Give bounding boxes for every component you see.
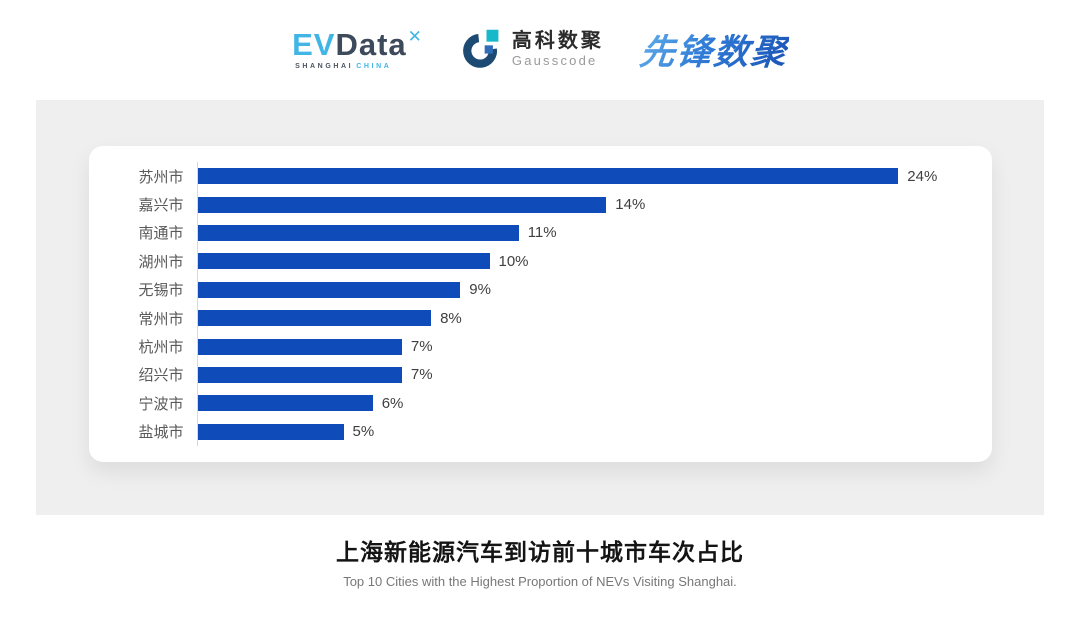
category-label: 湖州市 xyxy=(138,253,184,271)
bar-track: 6% xyxy=(196,389,992,418)
value-label: 6% xyxy=(381,394,404,412)
evdata-subtitle-shanghai: SHANGHAI xyxy=(295,62,354,70)
bar xyxy=(197,310,432,327)
bar xyxy=(197,281,461,298)
bar-row: 常州市 8% xyxy=(89,303,992,333)
category-label: 杭州市 xyxy=(138,339,184,357)
evdata-data-text: Data xyxy=(335,26,407,62)
value-label: 11% xyxy=(527,224,557,242)
category-label: 宁波市 xyxy=(138,395,184,413)
category-label: 嘉兴市 xyxy=(138,197,184,215)
value-label: 5% xyxy=(352,423,375,441)
bar-track: 7% xyxy=(196,332,992,361)
bar xyxy=(197,196,607,213)
bar-track: 5% xyxy=(196,417,992,446)
bar-track: 8% xyxy=(196,303,992,333)
gausscode-wordmark: 高科数聚 Gausscode xyxy=(511,29,604,68)
chart-title: 上海新能源汽车到访前十城市车次占比 xyxy=(336,539,744,565)
chart-subtitle: Top 10 Cities with the Highest Proportio… xyxy=(343,574,737,589)
bar-chart: 苏州市 24% 嘉兴市 14% 南通市 11% 湖州市 10% 无锡市 9% 常州市 8% 杭州市 7% 绍… xyxy=(89,146,992,462)
bar-track: 24% xyxy=(196,162,992,191)
gausscode-logo: 高科数聚 Gausscode xyxy=(459,27,604,71)
value-label: 14% xyxy=(615,196,646,214)
logo-bar: EVData✕ SHANGHAI CHINA 高科数聚 Gausscode 先锋数… xyxy=(0,18,1080,80)
bar-row: 湖州市 10% xyxy=(89,247,992,276)
category-label: 常州市 xyxy=(138,310,184,328)
bar-track: 11% xyxy=(196,218,992,248)
bar-track: 9% xyxy=(196,275,992,304)
bar-track: 14% xyxy=(196,190,992,219)
gausscode-chinese-name: 高科数聚 xyxy=(511,29,604,52)
x-mark-icon: ✕ xyxy=(407,26,423,46)
value-label: 7% xyxy=(410,338,433,356)
bar xyxy=(197,224,519,241)
evdata-subtitle: SHANGHAI CHINA xyxy=(295,63,391,70)
value-label: 10% xyxy=(498,252,529,270)
category-label: 南通市 xyxy=(138,225,184,243)
gausscode-english-name: Gausscode xyxy=(511,52,598,68)
bar xyxy=(197,253,490,270)
chart-panel: 苏州市 24% 嘉兴市 14% 南通市 11% 湖州市 10% 无锡市 9% 常州市 8% 杭州市 7% 绍… xyxy=(36,100,1044,515)
bar xyxy=(197,366,402,383)
bar-row: 盐城市 5% xyxy=(89,417,992,446)
evdata-logo: EVData✕ SHANGHAI CHINA xyxy=(292,26,423,70)
bar-track: 10% xyxy=(196,247,992,276)
bar-row: 宁波市 6% xyxy=(89,389,992,418)
caption: 上海新能源汽车到访前十城市车次占比 Top 10 Cities with the… xyxy=(0,533,1080,589)
chart-card: 苏州市 24% 嘉兴市 14% 南通市 11% 湖州市 10% 无锡市 9% 常州市 8% 杭州市 7% 绍… xyxy=(88,146,992,462)
bar-row: 苏州市 24% xyxy=(89,162,992,191)
value-label: 24% xyxy=(907,167,938,185)
bar xyxy=(197,338,402,355)
value-label: 8% xyxy=(440,309,462,327)
pioneer-logo: 先锋数聚 xyxy=(637,24,790,75)
bar-row: 绍兴市 7% xyxy=(89,360,992,390)
bar-track: 7% xyxy=(196,360,992,390)
category-label: 苏州市 xyxy=(138,168,184,186)
value-label: 7% xyxy=(410,366,433,384)
evdata-ev-text: EV xyxy=(292,26,336,62)
evdata-wordmark: EVData✕ xyxy=(292,26,423,62)
bar xyxy=(197,168,899,185)
evdata-subtitle-china: CHINA xyxy=(356,62,392,70)
bar xyxy=(197,395,373,412)
bar xyxy=(197,423,344,440)
category-label: 绍兴市 xyxy=(138,367,184,385)
value-label: 9% xyxy=(469,281,491,299)
bar-row: 南通市 11% xyxy=(89,218,992,248)
bar-row: 嘉兴市 14% xyxy=(89,190,992,219)
page: EVData✕ SHANGHAI CHINA 高科数聚 Gausscode 先锋数… xyxy=(0,18,1080,589)
bar-row: 无锡市 9% xyxy=(89,275,992,304)
gausscode-icon xyxy=(459,27,503,71)
bar-row: 杭州市 7% xyxy=(89,332,992,361)
category-label: 无锡市 xyxy=(138,282,184,300)
category-label: 盐城市 xyxy=(138,424,184,442)
